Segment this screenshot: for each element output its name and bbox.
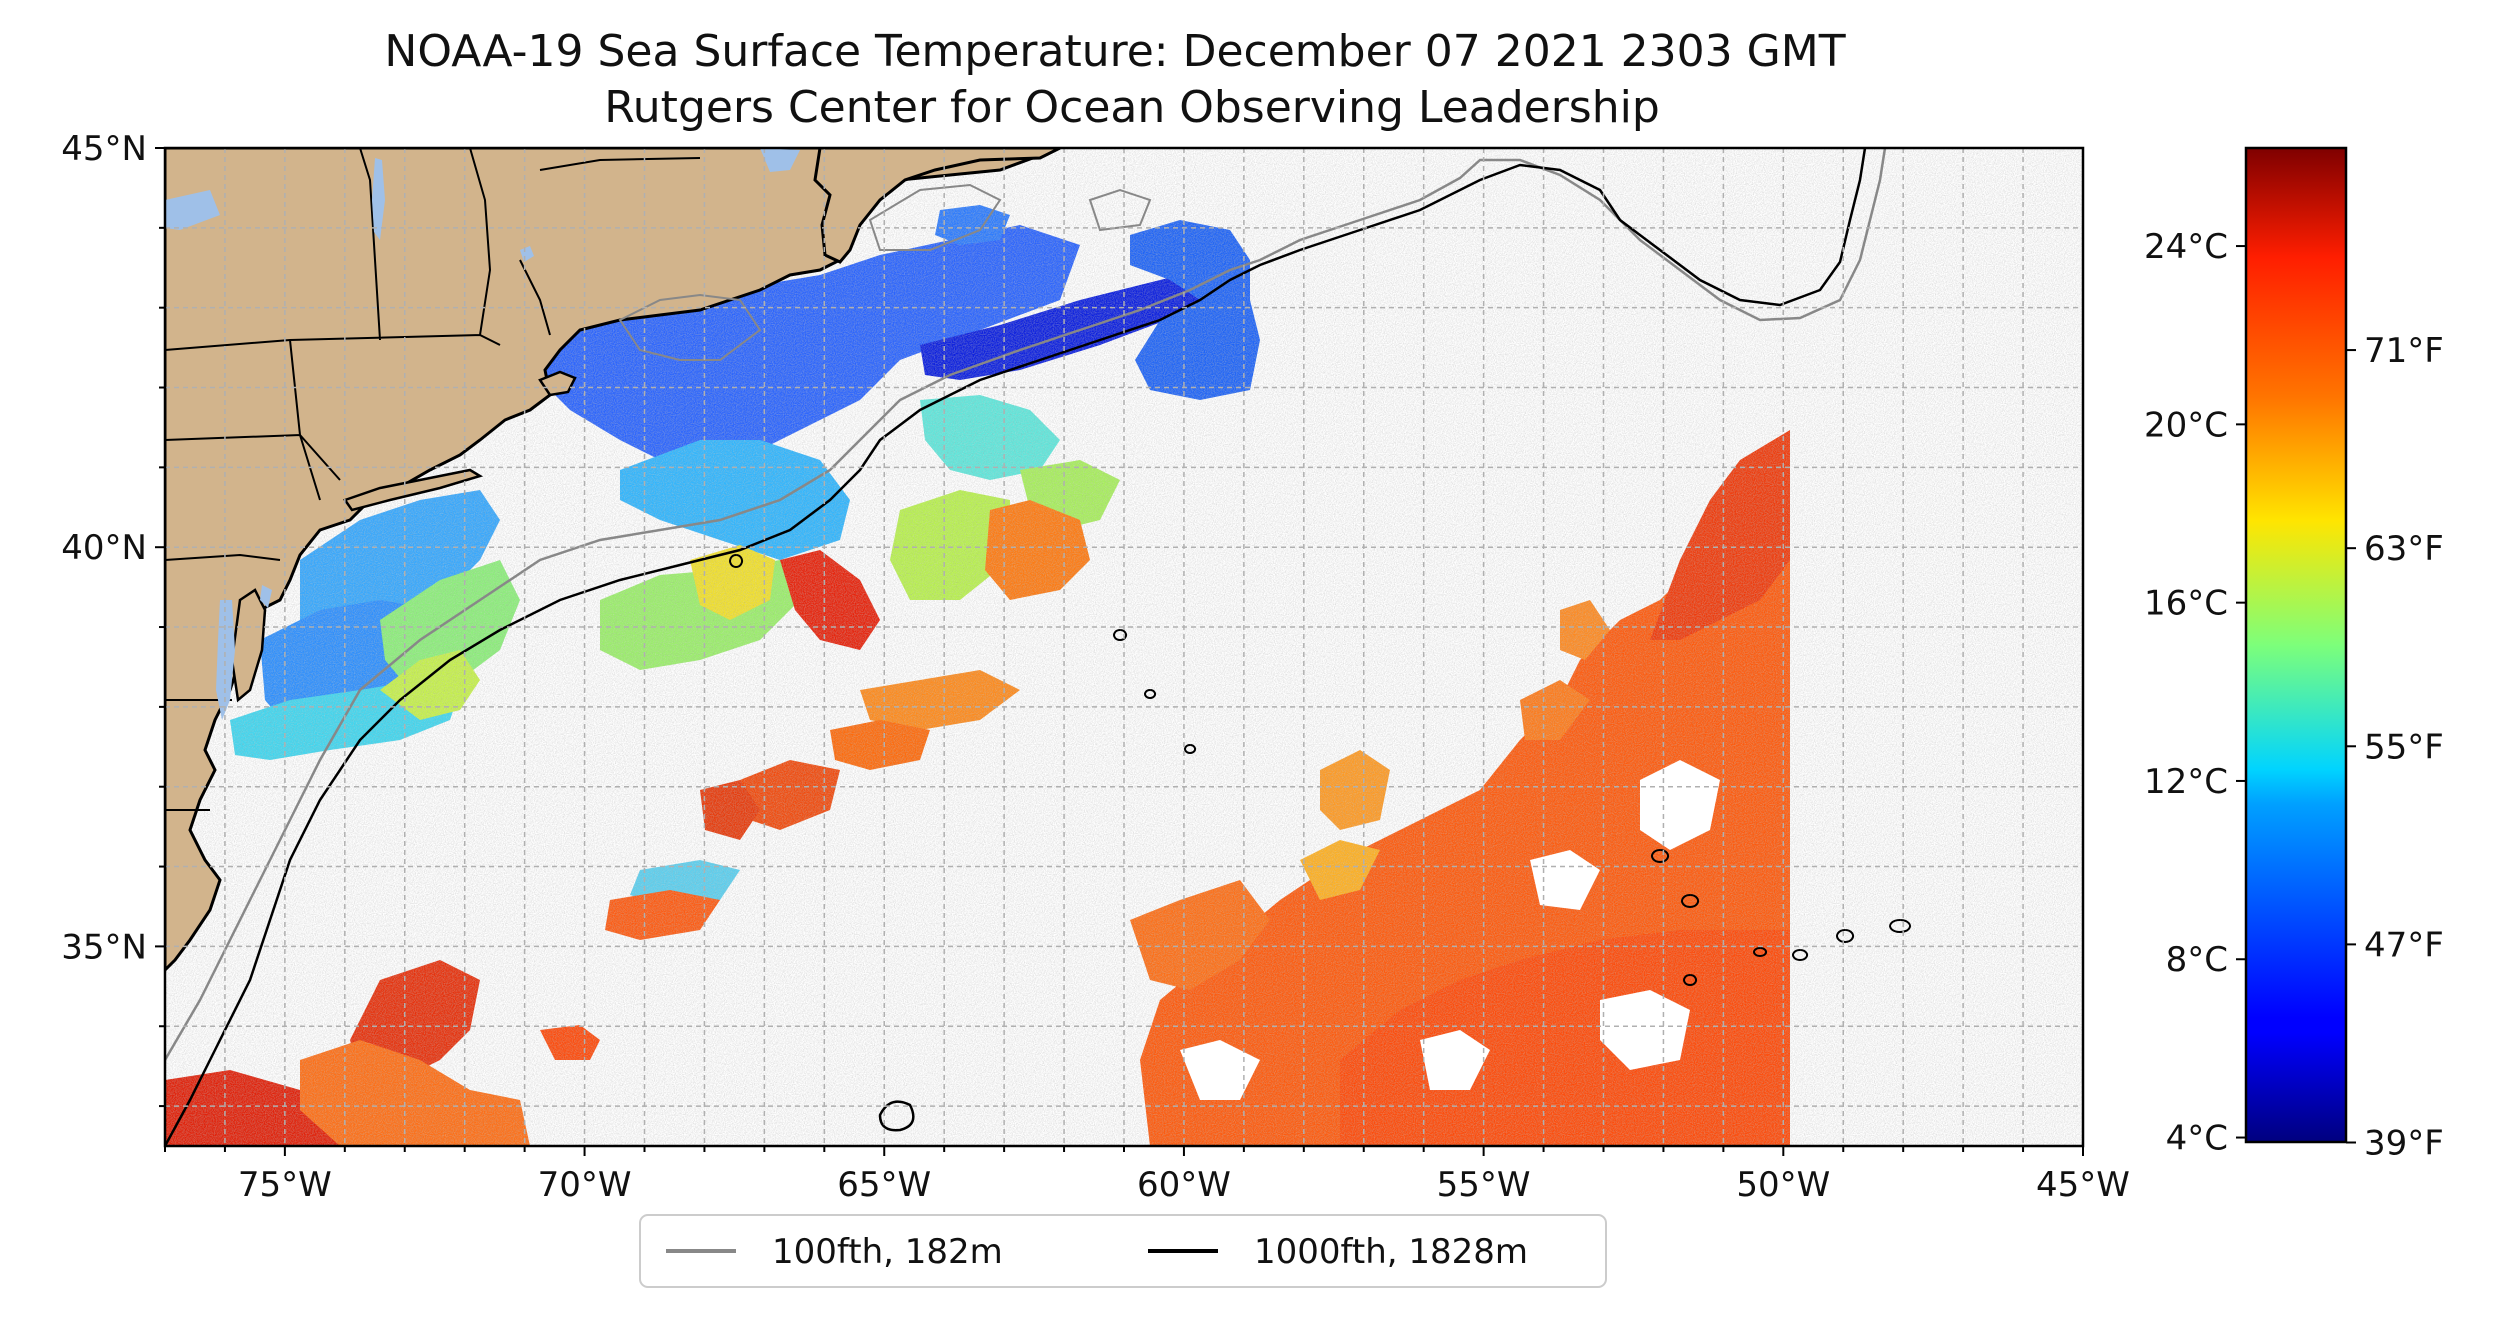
land-long-island [343,468,484,512]
land [165,148,1061,973]
seamount-9 [1753,947,1768,957]
colorbar-celsius-label: 12°C [2144,762,2228,802]
x-tick-label: 75°W [238,1165,332,1205]
chesapeake-bay [216,600,235,720]
lake-winnipesaukee [520,246,534,262]
x-tick-label: 65°W [837,1165,931,1205]
gridlines [165,148,2083,1146]
colorbar-gradient [2244,146,2348,1144]
x-tick-label: 45°W [2036,1165,2130,1205]
colorbar-celsius-label: 24°C [2144,227,2228,267]
cloud-gap-3 [1420,1030,1490,1090]
land-nova-scotia [813,148,1061,264]
y-axis: 45°N 40°N 35°N [61,129,165,1108]
colorbar-celsius-label: 8°C [2166,940,2228,980]
colorbar-celsius-label: 16°C [2144,584,2228,624]
seamount-4 [1184,744,1197,754]
colorbar-celsius-axis: 4°C 8°C 12°C 16°C 20°C 24°C [2144,227,2246,1159]
seamount-2 [1113,629,1128,641]
cloud-gap-1 [1640,760,1720,850]
map-panel: 75°W 70°W 65°W 60°W 55°W 50°W 45°W 45°N 40°N 35°… [61,129,2130,1205]
x-tick-label: 60°W [1137,1165,1231,1205]
lake-ontario-edge [165,190,220,230]
y-tick-label: 35°N [61,927,147,967]
colorbar-fahrenheit-label: 39°F [2364,1123,2444,1163]
colorbar-celsius-label: 4°C [2166,1119,2228,1159]
y-tick-label: 40°N [61,528,147,568]
contour-1000fth [165,148,1867,1146]
colorbar-fahrenheit-label: 71°F [2364,331,2444,371]
colorbar-fahrenheit-label: 63°F [2364,529,2444,569]
title-line-2: Rutgers Center for Ocean Observing Leade… [604,82,1660,133]
lake-champlain [372,158,385,240]
legend-label-100fth: 100fth, 182m [772,1232,1003,1272]
delaware-bay [260,585,272,608]
seamount-7 [1836,929,1854,943]
x-tick-label: 70°W [538,1165,632,1205]
colorbar-fahrenheit-axis: 39°F 47°F 55°F 63°F 71°F [2346,331,2444,1163]
x-tick-label: 55°W [1437,1165,1531,1205]
x-axis: 75°W 70°W 65°W 60°W 55°W 50°W 45°W [164,1146,2130,1205]
land-cape-cod [538,370,577,397]
title-line-1: NOAA-19 Sea Surface Temperature: Decembe… [384,26,1845,77]
legend-label-1000fth: 1000fth, 1828m [1254,1232,1528,1272]
contour-100fth-inner [618,183,1152,361]
bathymetry-contours [165,148,1912,1146]
legend: 100fth, 182m 1000fth, 1828m [639,1214,1607,1288]
contour-100fth [165,148,1887,1061]
legend-box [639,1214,1607,1288]
seamount-1 [729,554,744,568]
cloud-gap-2 [1600,990,1690,1070]
seamount-bermuda [878,1100,915,1132]
colorbar: 4°C 8°C 12°C 16°C 20°C 24°C 39°F 47°F 55°F 63°F 7… [2144,146,2444,1163]
seamount-10 [1683,974,1698,986]
colorbar-celsius-label: 20°C [2144,405,2228,445]
x-tick-label: 50°W [1736,1165,1830,1205]
colorbar-fahrenheit-label: 47°F [2364,925,2444,965]
seamount-6 [1681,894,1699,908]
cloud-gap-5 [1530,850,1600,910]
seamount-3 [1144,689,1157,699]
seamount-5 [1651,849,1669,863]
seamount-8 [1889,919,1912,933]
seamount-11 [1792,949,1809,961]
bay-of-fundy [760,148,800,172]
y-tick-label: 45°N [61,129,147,169]
colorbar-fahrenheit-label: 55°F [2364,727,2444,767]
cloud-gap-4 [1180,1040,1260,1100]
